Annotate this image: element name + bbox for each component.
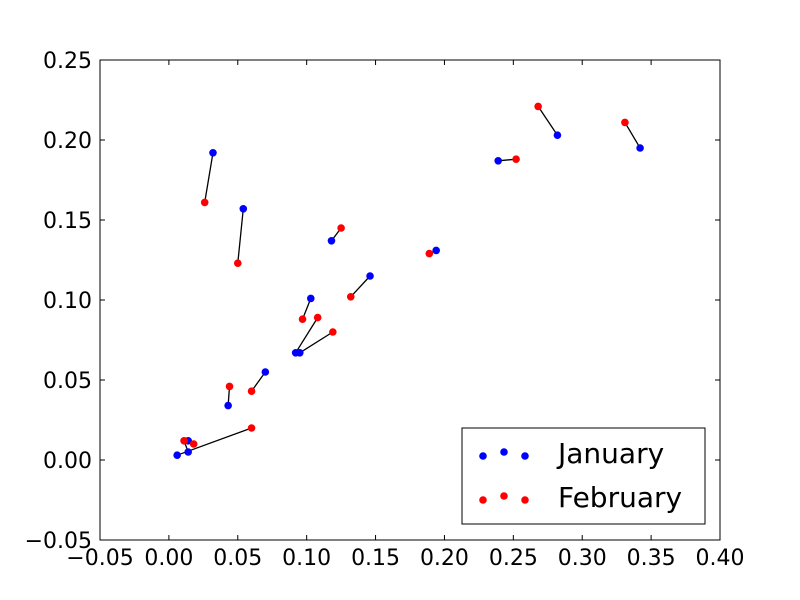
y-tick-label: −0.05 [25,529,92,554]
point-february [298,315,307,324]
data-points [173,102,644,460]
legend-marker-february [479,496,487,504]
y-tick-label: 0.15 [43,209,92,234]
point-february [346,293,355,301]
point-february [233,259,242,268]
point-january [494,157,502,165]
connector-line [295,317,319,354]
x-tick-label: −0.05 [66,546,133,571]
point-january [295,349,304,357]
legend-marker-january [479,452,487,460]
legend-marker-january [500,448,508,456]
legend: January February [461,427,706,525]
point-january [184,448,192,456]
connector-line [251,371,266,392]
legend-marker-february [521,496,529,504]
point-january [636,144,644,152]
x-tick-label: 0.05 [213,546,262,571]
point-january [327,237,336,245]
point-february [534,102,542,111]
point-february [425,249,434,258]
legend-label-february: February [558,481,682,514]
connector-line [237,208,244,264]
x-tick-label: 0.10 [282,546,331,571]
point-february [247,424,256,432]
legend-marker-february [500,492,508,500]
x-tick-label: 0.00 [144,546,193,571]
legend-marker-january [521,452,529,460]
y-tick-label: 0.10 [43,289,92,314]
point-february [189,440,198,448]
point-january [239,205,248,213]
point-february [225,382,234,391]
point-february [247,387,256,396]
point-january [553,131,562,139]
point-february [337,224,345,232]
y-tick-label: 0.05 [43,369,92,394]
point-january [261,368,270,376]
point-january [366,272,374,280]
point-february [329,328,337,336]
axes: −0.05 0.00 0.05 0.10 0.15 0.20 0.25 0.30 0.35 0.4… [25,49,745,571]
point-february [621,118,629,127]
legend-label-january: January [556,437,664,470]
y-tick-label: 0.20 [43,129,92,154]
x-tick-label: 0.15 [351,546,400,571]
point-january [173,451,181,460]
y-tick-label: 0.00 [43,449,92,474]
point-january [209,149,217,157]
point-february [180,437,188,445]
point-january [307,294,315,303]
point-february [512,155,520,163]
point-january [224,401,232,410]
legend-box [461,427,706,525]
x-tick-label: 0.20 [420,546,469,571]
point-february [200,198,209,207]
x-tick-label: 0.40 [696,546,745,571]
x-tick-label: 0.35 [627,546,676,571]
y-tick-label: 0.25 [43,49,92,74]
connector-line [299,331,334,354]
connector-line [537,106,558,136]
connector-line [204,152,214,203]
point-february [313,313,322,322]
point-january [432,246,440,255]
connector-line [624,122,641,149]
x-tick-label: 0.30 [558,546,607,571]
x-tick-label: 0.25 [489,546,538,571]
connector-line [350,275,371,298]
